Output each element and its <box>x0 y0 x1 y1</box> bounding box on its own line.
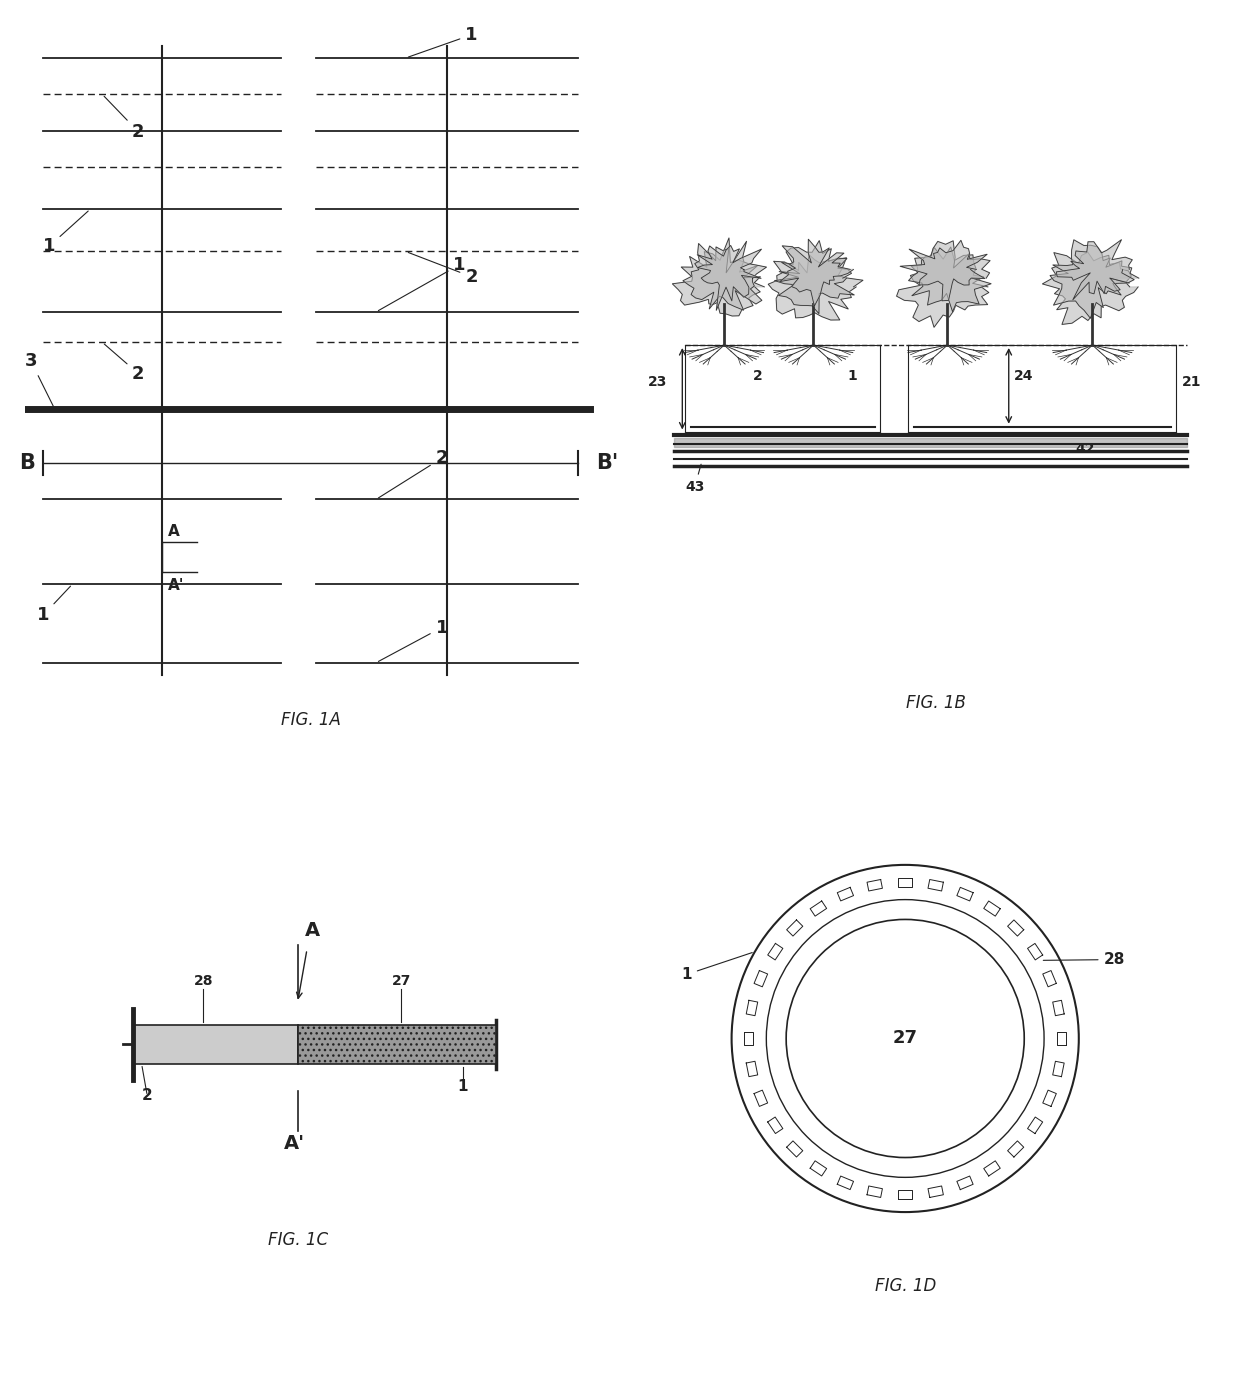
Polygon shape <box>780 240 853 306</box>
Polygon shape <box>744 1031 754 1045</box>
Text: 2: 2 <box>753 369 763 383</box>
Polygon shape <box>786 920 802 936</box>
Text: 27: 27 <box>893 1030 918 1048</box>
Polygon shape <box>672 238 764 316</box>
Text: 27: 27 <box>392 973 410 988</box>
Polygon shape <box>768 1117 782 1134</box>
Polygon shape <box>837 887 853 901</box>
Polygon shape <box>928 880 944 891</box>
Text: 28: 28 <box>1043 952 1125 967</box>
Polygon shape <box>786 1141 802 1157</box>
Text: 1: 1 <box>37 586 71 625</box>
Polygon shape <box>1053 1001 1064 1016</box>
Polygon shape <box>1028 944 1043 960</box>
Text: 1: 1 <box>848 369 857 383</box>
Polygon shape <box>1008 920 1024 936</box>
Polygon shape <box>1053 1062 1064 1077</box>
Text: A': A' <box>284 1134 305 1153</box>
Polygon shape <box>697 245 761 310</box>
Text: 1: 1 <box>458 1080 467 1094</box>
Text: A': A' <box>167 578 185 593</box>
Polygon shape <box>1043 1091 1056 1106</box>
Polygon shape <box>746 1001 758 1016</box>
Polygon shape <box>1050 240 1138 319</box>
Text: 24: 24 <box>1014 369 1034 383</box>
Polygon shape <box>867 880 883 891</box>
Polygon shape <box>1028 1117 1043 1134</box>
Polygon shape <box>768 944 782 960</box>
Polygon shape <box>898 1191 913 1199</box>
Text: 28: 28 <box>193 973 213 988</box>
Text: 3: 3 <box>25 352 53 406</box>
Polygon shape <box>898 877 913 887</box>
Text: 2: 2 <box>378 449 448 498</box>
Bar <box>133 1024 298 1064</box>
Circle shape <box>786 919 1024 1157</box>
Polygon shape <box>867 1186 883 1198</box>
Polygon shape <box>754 1091 768 1106</box>
Text: 42: 42 <box>1076 442 1095 456</box>
Polygon shape <box>983 1161 1001 1175</box>
Bar <box>298 1024 496 1064</box>
Text: FIG. 1B: FIG. 1B <box>906 694 966 712</box>
Polygon shape <box>1043 970 1056 987</box>
Text: 1: 1 <box>42 211 88 255</box>
Polygon shape <box>900 240 987 301</box>
Polygon shape <box>957 887 973 901</box>
Text: 43: 43 <box>684 464 704 493</box>
Text: A: A <box>305 920 320 940</box>
Text: FIG. 1D: FIG. 1D <box>874 1277 936 1295</box>
Text: B': B' <box>596 453 619 473</box>
Polygon shape <box>810 901 827 916</box>
Polygon shape <box>837 1177 853 1189</box>
Polygon shape <box>897 247 988 327</box>
Polygon shape <box>746 1062 758 1077</box>
Text: FIG. 1C: FIG. 1C <box>268 1231 327 1249</box>
Polygon shape <box>775 241 854 313</box>
Polygon shape <box>769 255 863 320</box>
Polygon shape <box>1056 240 1135 299</box>
Polygon shape <box>909 241 991 312</box>
Text: 2: 2 <box>104 344 144 383</box>
Polygon shape <box>1008 1141 1024 1157</box>
Text: A: A <box>167 524 180 539</box>
Text: 1: 1 <box>378 618 448 661</box>
Text: FIG. 1A: FIG. 1A <box>280 711 341 729</box>
Polygon shape <box>810 1161 827 1175</box>
Polygon shape <box>1056 1031 1066 1045</box>
Polygon shape <box>1043 252 1138 324</box>
Polygon shape <box>683 241 766 310</box>
Text: 1: 1 <box>378 255 466 310</box>
Polygon shape <box>957 1177 973 1189</box>
Polygon shape <box>754 970 768 987</box>
Text: 1: 1 <box>682 952 753 981</box>
Text: 2: 2 <box>408 252 477 286</box>
Text: 2: 2 <box>141 1088 153 1103</box>
Text: 1: 1 <box>408 26 477 57</box>
Text: 2: 2 <box>104 96 144 140</box>
Polygon shape <box>928 1186 944 1198</box>
Text: 21: 21 <box>1182 374 1202 389</box>
Text: B: B <box>19 453 35 473</box>
Text: 23: 23 <box>647 374 667 389</box>
Polygon shape <box>983 901 1001 916</box>
